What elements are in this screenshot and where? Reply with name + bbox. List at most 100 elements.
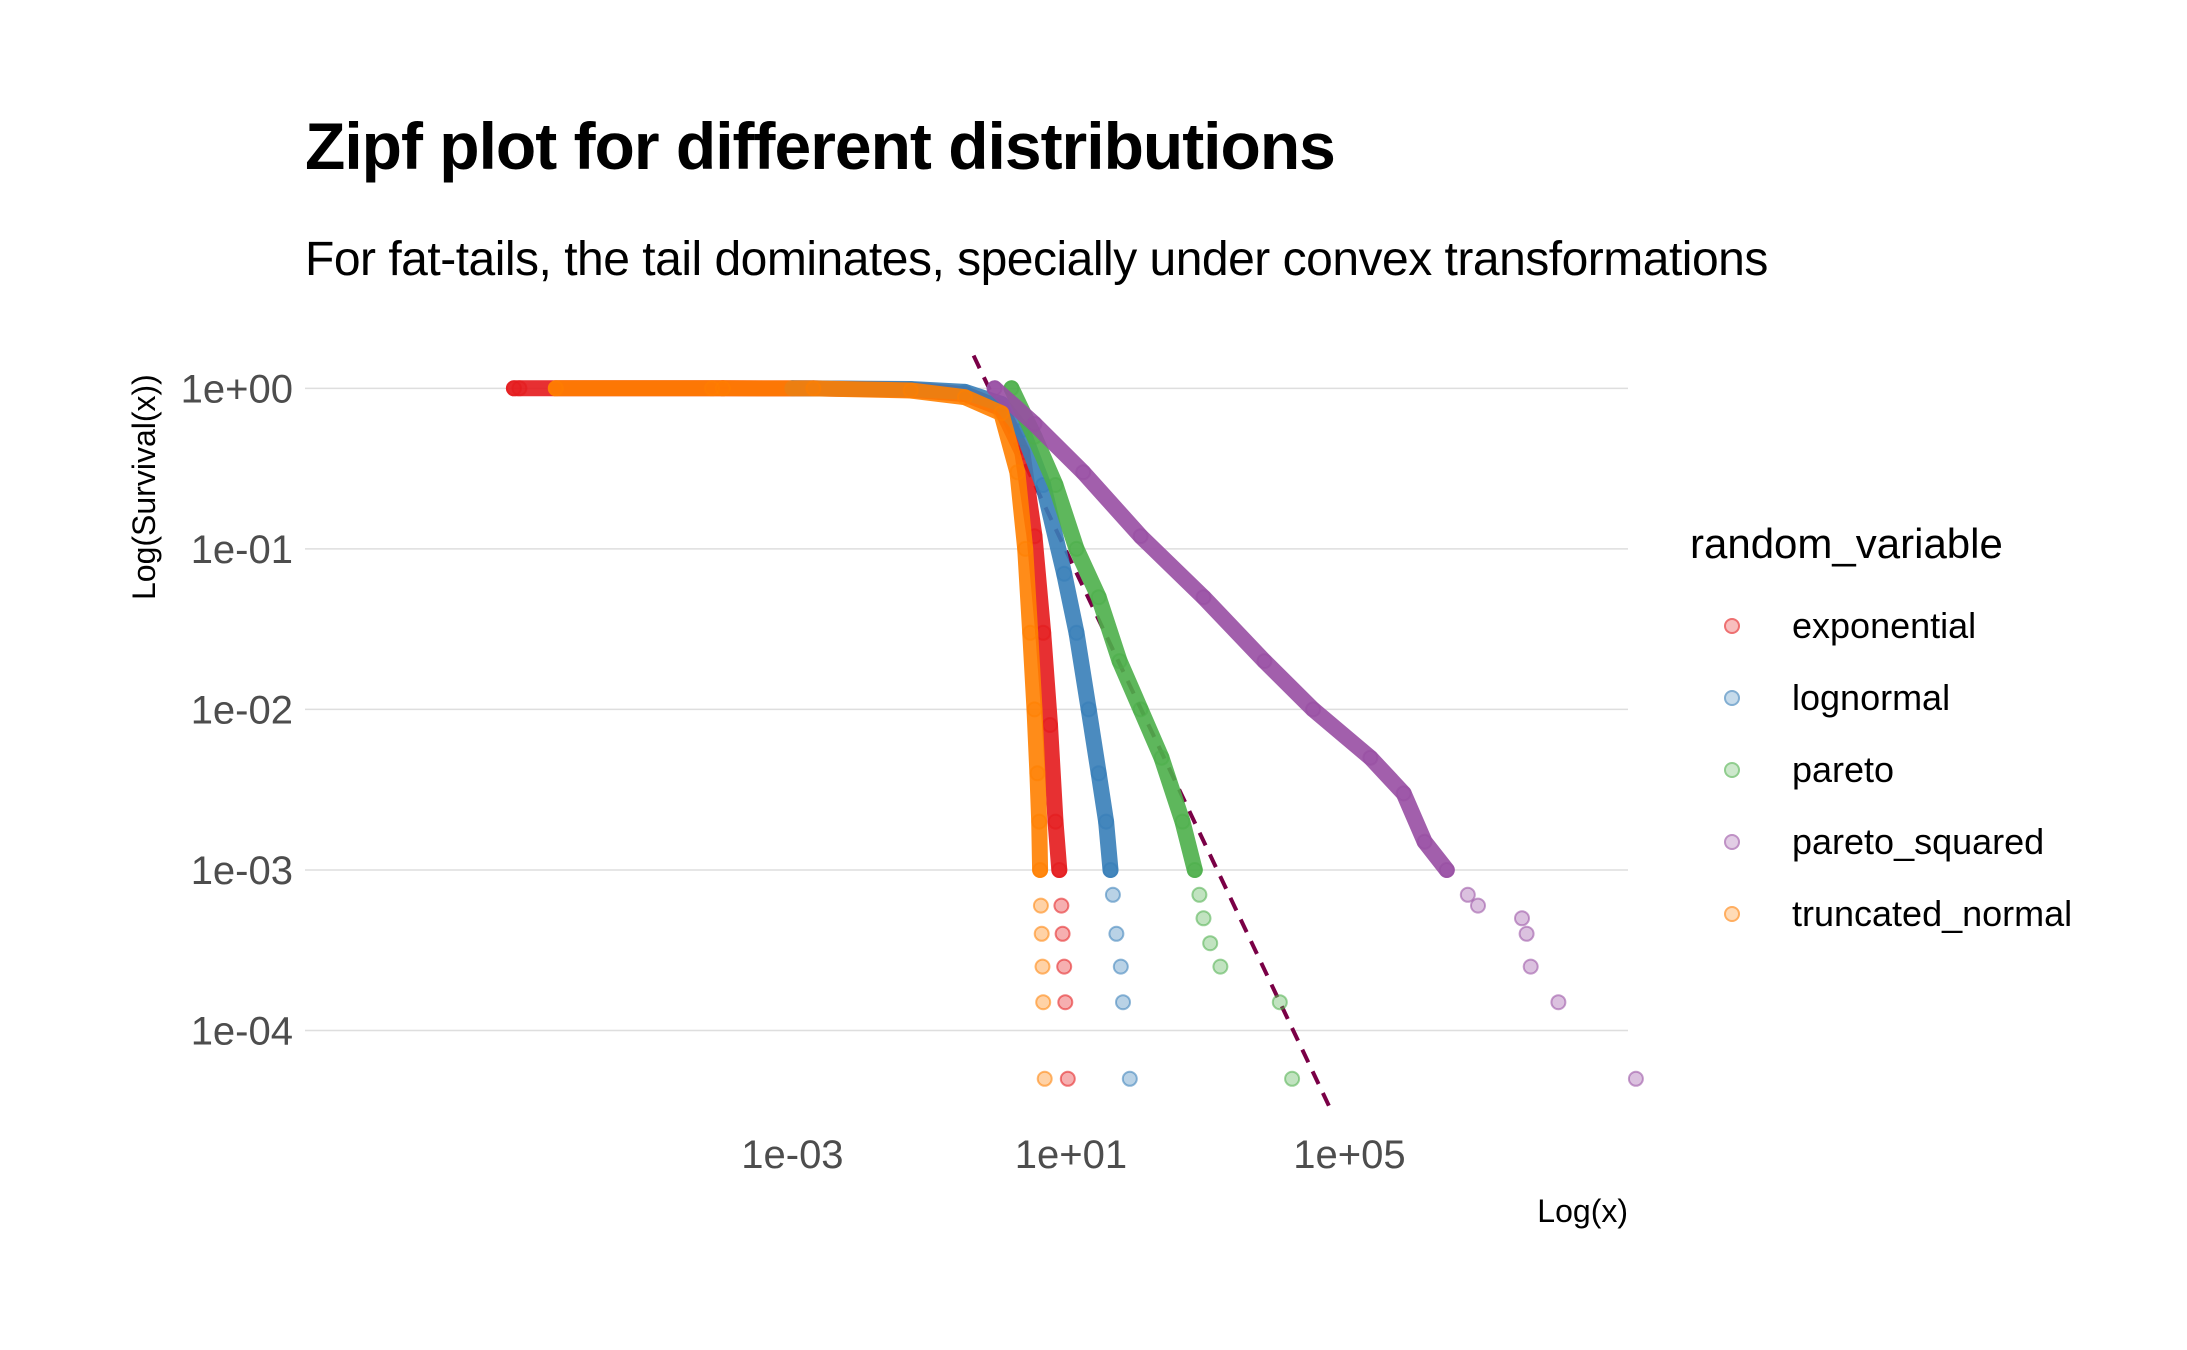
data-point: [1047, 477, 1064, 493]
data-point: [1112, 958, 1129, 975]
chart-subtitle: For fat-tails, the tail dominates, speci…: [305, 233, 1768, 286]
data-point: [1395, 785, 1412, 802]
data-point: [1627, 1070, 1644, 1087]
data-point: [1115, 994, 1131, 1011]
legend-items: exponential lognormal pareto pareto_squared…: [1690, 590, 2072, 950]
x-axis-title: Log(x): [1537, 1193, 1628, 1229]
legend-key: [1724, 906, 1740, 922]
data-point: [1362, 749, 1379, 766]
data-point: [1212, 958, 1229, 975]
x-tick-label: 1e+01: [1015, 1133, 1127, 1177]
series-truncated_normal: [547, 380, 1053, 1087]
legend-item-exponential: exponential: [1690, 590, 2072, 662]
data-point: [1042, 717, 1058, 733]
legend-item-lognormal: lognormal: [1690, 662, 2072, 734]
data-point: [1035, 994, 1052, 1011]
data-point: [1056, 565, 1073, 582]
data-point: [1153, 749, 1170, 766]
data-point: [1032, 897, 1049, 914]
data-point: [1032, 862, 1049, 878]
legend-item-truncated_normal: truncated_normal: [1690, 878, 2072, 950]
x-tick-labels: 1e-03 1e+01 1e+05: [741, 1133, 1405, 1177]
data-point: [547, 380, 564, 397]
data-point: [1017, 540, 1034, 557]
data-point: [1026, 701, 1043, 718]
y-tick-label: 1e-03: [191, 849, 293, 893]
legend-key: [1724, 618, 1740, 634]
data-point: [1191, 886, 1208, 903]
legend-label: pareto_squared: [1792, 821, 2045, 862]
data-point: [1104, 886, 1121, 903]
chart-title: Zipf plot for different distributions: [305, 109, 1336, 183]
data-point: [1522, 958, 1539, 975]
data-point: [1036, 1070, 1053, 1087]
data-point: [1416, 833, 1433, 850]
data-point: [1033, 925, 1050, 942]
data-point: [1034, 958, 1051, 975]
data-point: [1438, 862, 1455, 878]
data-point: [1284, 1070, 1301, 1087]
data-point: [1053, 897, 1070, 914]
data-point: [1031, 813, 1048, 830]
legend-label: pareto: [1792, 749, 1895, 790]
data-point: [993, 405, 1010, 422]
data-point: [1121, 1070, 1138, 1087]
series-pareto_squared: [986, 380, 1644, 1087]
data-point: [1068, 540, 1085, 557]
data-point: [1459, 886, 1476, 903]
series-band: [505, 380, 1068, 878]
data-point: [902, 382, 919, 399]
data-point: [505, 380, 522, 397]
legend-item-pareto_squared: pareto_squared: [1690, 806, 2072, 878]
y-axis-title: Log(Survival(x)): [126, 374, 162, 600]
data-point: [805, 380, 822, 397]
data-point: [1305, 701, 1322, 718]
data-point: [1186, 862, 1203, 878]
series-layer: [505, 380, 1644, 1087]
y-tick-label: 1e-04: [191, 1009, 293, 1053]
y-tick-label: 1e+00: [181, 367, 293, 411]
data-point: [1518, 925, 1535, 942]
legend: random_variable exponential lognormal pare…: [1690, 520, 2072, 950]
series-band: [547, 380, 1049, 878]
data-point: [1202, 935, 1219, 952]
data-point: [1132, 528, 1149, 545]
data-point: [1080, 701, 1097, 718]
data-point: [714, 380, 731, 397]
data-point: [511, 380, 528, 397]
series-pareto: [1003, 380, 1301, 1087]
legend-label: exponential: [1792, 605, 1977, 646]
data-point: [1098, 813, 1115, 830]
data-point: [1195, 589, 1212, 606]
gridlines: [305, 387, 1628, 1032]
data-point: [1068, 624, 1085, 641]
legend-label: truncated_normal: [1792, 893, 2073, 934]
data-point: [1059, 1070, 1076, 1087]
data-point: [1056, 958, 1073, 975]
data-point: [1090, 589, 1107, 606]
data-point: [1195, 910, 1212, 927]
series-band: [1003, 380, 1203, 878]
data-point: [1029, 765, 1046, 782]
legend-key: [1724, 834, 1740, 850]
data-point: [1271, 994, 1288, 1011]
data-point: [1022, 624, 1039, 641]
data-point: [1057, 994, 1074, 1011]
series-band: [986, 380, 1455, 878]
x-tick-label: 1e-03: [741, 1133, 843, 1177]
data-point: [1470, 897, 1486, 914]
data-point: [1090, 765, 1107, 782]
legend-title: random_variable: [1690, 520, 2003, 567]
data-point: [986, 380, 1003, 397]
data-point: [1132, 701, 1149, 718]
y-tick-labels: 1e+00 1e-01 1e-02 1e-03 1e-04: [181, 367, 293, 1053]
series-exponential: [505, 380, 1076, 1087]
data-point: [704, 380, 720, 397]
data-point: [1174, 813, 1191, 830]
data-point: [1550, 994, 1567, 1011]
data-point: [1051, 862, 1068, 878]
data-point: [1075, 464, 1092, 481]
data-point: [1054, 925, 1071, 942]
data-point: [956, 389, 973, 406]
